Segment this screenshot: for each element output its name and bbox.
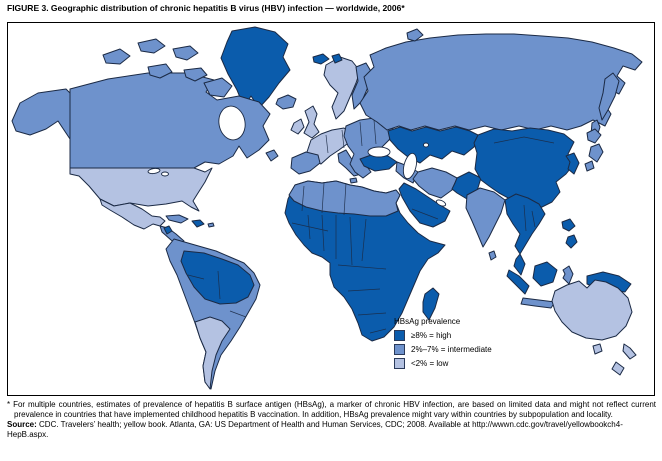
region-madagascar (422, 287, 440, 321)
legend-title: HBsAg prevalence (394, 317, 461, 326)
region-scandinavia (323, 56, 361, 120)
region-australia (551, 279, 633, 341)
region-greenland (220, 26, 291, 109)
region-china-mongolia (473, 127, 575, 209)
region-new-zealand (622, 343, 637, 360)
black-sea (367, 146, 391, 158)
region-japan (584, 160, 595, 172)
region-sri-lanka (488, 250, 497, 261)
region-kamchatka (598, 72, 620, 121)
region-sicily (349, 177, 358, 184)
footnotes: * For multiple countries, estimates of p… (7, 400, 656, 440)
region-india (465, 187, 506, 248)
region-central-asia (387, 126, 479, 164)
legend-item-high: ≥8% = high (394, 330, 492, 341)
region-svalbard (312, 53, 330, 65)
world-map (11, 26, 643, 390)
region-ireland (290, 118, 305, 135)
legend-item-low: <2% = low (394, 358, 492, 369)
map-legend: HBsAg prevalence ≥8% = high 2%–7% = inte… (394, 317, 492, 369)
region-newfoundland (265, 149, 279, 162)
figure-title: FIGURE 3. Geographic distribution of chr… (7, 3, 405, 13)
region-malay-peninsula (513, 253, 526, 276)
region-philippines (561, 218, 576, 232)
region-arctic-islands (137, 38, 166, 54)
persian-gulf (435, 199, 447, 207)
region-java (520, 297, 556, 309)
map-panel: HBsAg prevalence ≥8% = high 2%–7% = inte… (7, 22, 655, 396)
great-lakes (147, 167, 161, 175)
region-uk (303, 105, 320, 139)
region-arctic-islands (203, 77, 233, 98)
region-iceland (275, 94, 297, 110)
region-arabian-peninsula (398, 182, 451, 228)
aral-sea (423, 142, 429, 148)
land-regions (11, 26, 643, 390)
region-arctic-islands (172, 45, 199, 61)
region-usa (69, 167, 213, 212)
region-borneo (532, 261, 558, 287)
region-new-zealand (611, 361, 625, 376)
caspian-sea (402, 152, 418, 180)
region-svalbard (331, 53, 343, 64)
great-lakes (161, 171, 169, 177)
region-arctic-islands (147, 63, 173, 79)
legend-item-intermediate: 2%–7% = intermediate (394, 344, 492, 355)
legend-label-low: <2% = low (411, 359, 449, 368)
asterisk-footnote: * For multiple countries, estimates of p… (7, 400, 656, 419)
region-alaska (11, 88, 71, 140)
source-footnote: Source: CDC. Travelers’ health; yellow b… (7, 420, 656, 440)
region-southeast-asia (504, 193, 546, 255)
region-iberia (290, 151, 321, 175)
source-text: CDC. Travelers’ health; yellow book. Atl… (7, 420, 623, 439)
region-southern-cone (194, 316, 231, 390)
region-japan (586, 128, 602, 144)
region-arctic-islands (102, 48, 131, 65)
region-guatemala (163, 225, 173, 235)
legend-swatch-intermediate (394, 344, 405, 355)
legend-swatch-high (394, 330, 405, 341)
region-hispaniola (191, 219, 205, 228)
region-japan (588, 143, 604, 163)
region-korea (565, 152, 580, 175)
region-north-africa (288, 180, 401, 217)
legend-label-high: ≥8% = high (411, 331, 452, 340)
region-iran (412, 167, 458, 199)
hudson-bay (218, 105, 246, 141)
region-cuba (165, 214, 189, 224)
region-puerto-rico (207, 222, 215, 228)
region-tasmania (592, 343, 603, 355)
region-philippines (565, 234, 578, 249)
region-arctic-islands (183, 67, 208, 82)
country-borders (187, 119, 555, 334)
region-amazon-basin (180, 250, 255, 305)
source-label: Source: (7, 420, 37, 429)
region-russia (359, 33, 643, 131)
legend-swatch-low (394, 358, 405, 369)
region-novaya-zemlya (406, 28, 424, 42)
region-sumatra (506, 269, 530, 295)
region-sulawesi (562, 265, 574, 285)
legend-label-intermediate: 2%–7% = intermediate (411, 345, 492, 354)
seas (147, 105, 447, 207)
